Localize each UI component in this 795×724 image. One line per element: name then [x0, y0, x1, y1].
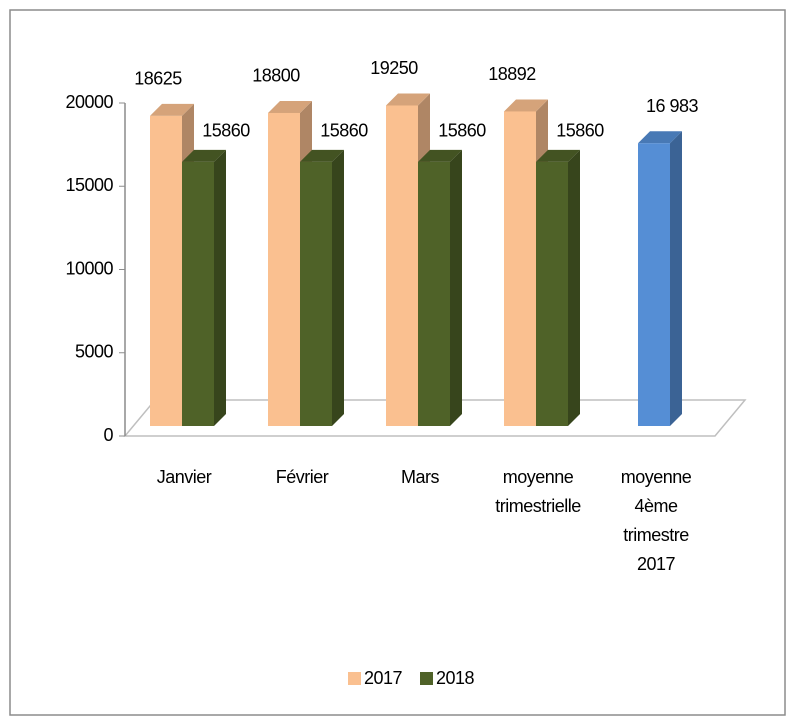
- x-tick-label: Mars: [401, 467, 439, 487]
- bar-side: [568, 149, 580, 426]
- legend-swatch: [420, 672, 433, 685]
- bar: [418, 161, 450, 426]
- value-label: 15860: [320, 121, 368, 141]
- y-tick-label: 0: [103, 425, 113, 445]
- bar-top: [300, 149, 344, 162]
- bar-side: [214, 149, 226, 426]
- value-label: 15860: [556, 121, 604, 141]
- x-tick-label: moyenne 4ème trimestre 2017: [621, 467, 692, 574]
- bar: [638, 143, 670, 427]
- bar-top: [504, 99, 548, 112]
- x-tick-label-line: Mars: [401, 467, 439, 487]
- bar: [300, 161, 332, 426]
- bar-top: [182, 149, 226, 162]
- bar: [268, 112, 300, 426]
- y-tick-label: 10000: [65, 258, 113, 278]
- x-tick-label: Janvier: [157, 467, 212, 487]
- value-label: 18625: [134, 69, 182, 89]
- x-tick-label-line: Février: [276, 467, 329, 487]
- bar-side: [450, 149, 462, 426]
- bar-side: [670, 131, 682, 427]
- y-tick-label: 15000: [65, 175, 113, 195]
- bar: [536, 161, 568, 426]
- y-tick-label: 5000: [75, 342, 114, 362]
- bar-top: [268, 100, 312, 113]
- x-tick-label-line: moyenne: [621, 467, 692, 487]
- y-tick-label: 20000: [65, 92, 113, 112]
- x-tick-label-line: moyenne: [503, 467, 574, 487]
- bar-top: [386, 93, 430, 106]
- legend-label: 2018: [436, 668, 475, 688]
- value-label: 16 983: [646, 96, 699, 116]
- legend-swatch: [348, 672, 361, 685]
- value-label: 15860: [438, 121, 486, 141]
- x-tick-label: moyenne trimestrielle: [495, 467, 581, 516]
- bar-top: [536, 149, 580, 162]
- bar-side: [332, 149, 344, 426]
- x-tick-label-line: Janvier: [157, 467, 212, 487]
- bar-top: [150, 103, 194, 116]
- bar: [150, 115, 182, 427]
- bar: [504, 111, 536, 427]
- legend-label: 2017: [364, 668, 403, 688]
- value-label: 19250: [370, 58, 418, 78]
- value-label: 18892: [488, 64, 536, 84]
- bar-top: [638, 131, 682, 144]
- x-tick-label-line: trimestre: [623, 525, 689, 545]
- bar: [386, 105, 418, 427]
- x-tick-label: Février: [276, 467, 329, 487]
- value-label: 15860: [202, 121, 250, 141]
- bar-top: [418, 149, 462, 162]
- x-tick-label-line: 4ème: [634, 496, 678, 516]
- x-tick-label-line: trimestrielle: [495, 496, 581, 516]
- bar: [182, 161, 214, 426]
- value-label: 18800: [252, 66, 300, 86]
- x-tick-label-line: 2017: [637, 554, 676, 574]
